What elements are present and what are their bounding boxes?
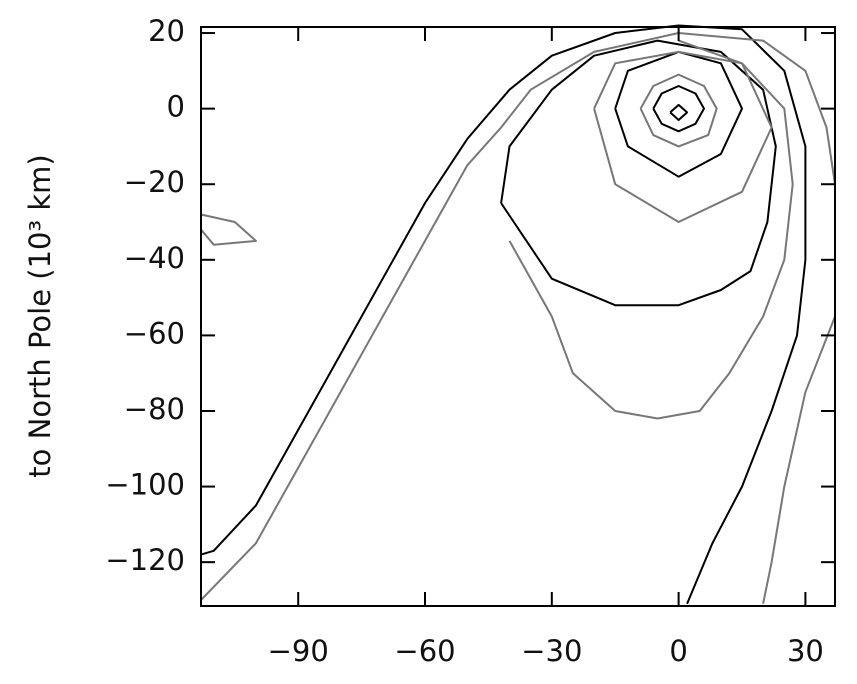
- x-tick-label: −30: [521, 634, 582, 668]
- y-tick-label: −120: [105, 543, 185, 577]
- x-tick-label: −60: [394, 634, 455, 668]
- y-tick-label: −100: [105, 468, 185, 502]
- contour-line: [200, 32, 836, 601]
- y-tick-label: 0: [167, 90, 185, 124]
- contour-line: [508, 39, 794, 420]
- contour-line: [200, 213, 257, 246]
- x-tick-label: 30: [787, 634, 824, 668]
- contour-line: [652, 85, 705, 133]
- contour-line: [669, 103, 689, 121]
- contour-line: [593, 50, 773, 223]
- contour-line: [200, 24, 807, 605]
- x-tick-label: 0: [669, 634, 687, 668]
- y-tick-label: −20: [124, 165, 185, 199]
- x-tick-label: −90: [268, 634, 329, 668]
- contour-line: [639, 73, 718, 148]
- y-tick-label: −60: [124, 316, 185, 350]
- contour-line: [500, 39, 777, 307]
- y-tick-label: −40: [124, 241, 185, 275]
- contour-line: [614, 50, 743, 178]
- y-tick-label: 20: [148, 14, 185, 48]
- plot-frame: [200, 26, 836, 607]
- y-tick-label: −80: [124, 392, 185, 426]
- y-axis-label: to North Pole (10³ km): [23, 154, 57, 477]
- contour-line: [762, 316, 836, 604]
